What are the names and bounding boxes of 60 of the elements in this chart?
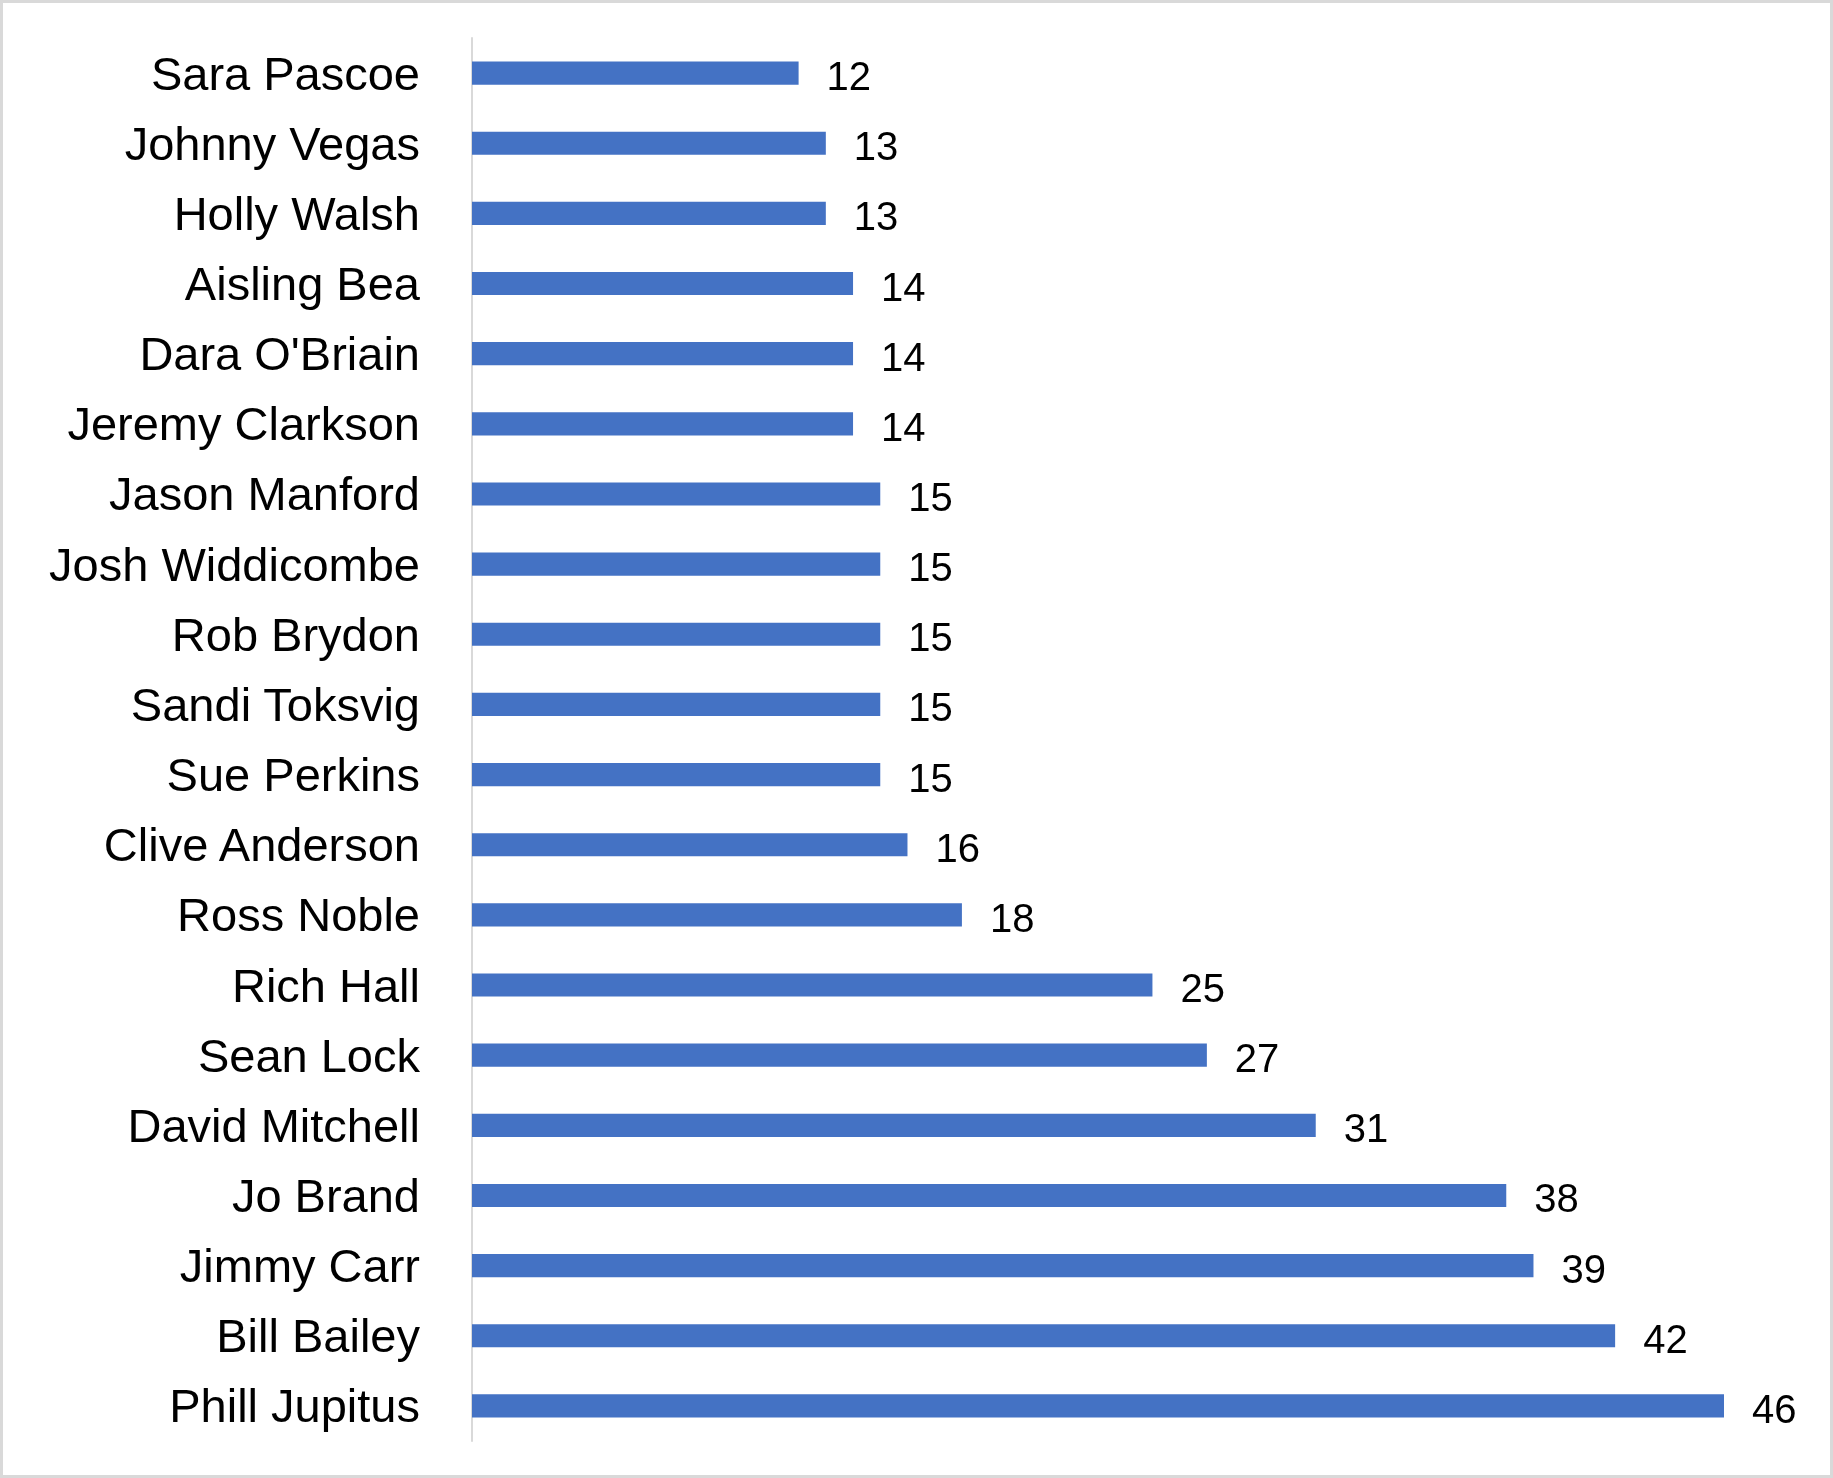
y-tick-label: Josh Widdicombe bbox=[49, 537, 420, 591]
y-tick-label: Clive Anderson bbox=[103, 818, 420, 872]
bar bbox=[472, 622, 881, 646]
bar bbox=[472, 903, 962, 927]
data-label: 13 bbox=[853, 194, 899, 239]
y-tick-label: Johnny Vegas bbox=[124, 116, 420, 170]
data-label: 15 bbox=[908, 474, 953, 519]
data-label: 14 bbox=[881, 334, 926, 379]
bar bbox=[472, 412, 854, 436]
y-tick-label: Sandi Toksvig bbox=[130, 677, 420, 731]
data-label: 27 bbox=[1234, 1036, 1280, 1081]
bar bbox=[472, 1254, 1534, 1278]
bar bbox=[472, 131, 826, 155]
bar bbox=[472, 552, 881, 576]
bar bbox=[472, 271, 854, 296]
y-tick-label: Aisling Bea bbox=[184, 257, 421, 311]
bar bbox=[472, 482, 881, 506]
y-tick-label: Bill Bailey bbox=[216, 1309, 421, 1363]
data-label: 25 bbox=[1180, 966, 1225, 1011]
data-label: 12 bbox=[826, 54, 872, 99]
bar bbox=[472, 973, 1153, 997]
bar bbox=[472, 692, 881, 716]
data-label: 14 bbox=[881, 404, 926, 449]
bar bbox=[472, 833, 908, 857]
data-label: 42 bbox=[1643, 1316, 1688, 1361]
data-label: 18 bbox=[989, 895, 1035, 940]
y-tick-label: Rich Hall bbox=[231, 958, 420, 1012]
bar bbox=[472, 1183, 1507, 1208]
data-label: 38 bbox=[1534, 1176, 1579, 1221]
bar bbox=[472, 1324, 1616, 1348]
bar bbox=[472, 1043, 1207, 1067]
y-tick-label: Dara O'Briain bbox=[139, 327, 420, 381]
data-label: 15 bbox=[908, 755, 953, 800]
data-label: 31 bbox=[1343, 1106, 1389, 1151]
bar bbox=[472, 1113, 1316, 1137]
y-tick-label: Sean Lock bbox=[197, 1028, 421, 1082]
data-label: 15 bbox=[908, 615, 953, 660]
bar bbox=[472, 763, 881, 787]
y-tick-label: Jeremy Clarkson bbox=[67, 397, 420, 451]
y-tick-label: Sue Perkins bbox=[166, 748, 420, 802]
y-tick-label: Ross Noble bbox=[177, 888, 420, 942]
y-tick-label: Jimmy Carr bbox=[179, 1239, 420, 1293]
bar bbox=[472, 201, 826, 225]
data-label: 13 bbox=[853, 124, 899, 169]
data-label: 16 bbox=[935, 825, 980, 870]
y-tick-label: Holly Walsh bbox=[173, 186, 420, 240]
y-tick-label: Sara Pascoe bbox=[150, 46, 420, 100]
data-label: 15 bbox=[908, 545, 953, 590]
data-label: 15 bbox=[908, 685, 953, 730]
data-label: 39 bbox=[1561, 1246, 1606, 1291]
bar bbox=[472, 1394, 1724, 1418]
y-tick-label: Rob Brydon bbox=[171, 607, 420, 661]
bar bbox=[472, 61, 799, 85]
y-tick-label: Phill Jupitus bbox=[169, 1379, 420, 1433]
y-tick-label: Jo Brand bbox=[231, 1168, 420, 1222]
y-tick-label: David Mitchell bbox=[127, 1098, 420, 1152]
data-label: 14 bbox=[881, 264, 926, 309]
data-label: 46 bbox=[1752, 1386, 1797, 1431]
bar bbox=[472, 342, 854, 366]
y-tick-label: Jason Manford bbox=[109, 467, 420, 521]
